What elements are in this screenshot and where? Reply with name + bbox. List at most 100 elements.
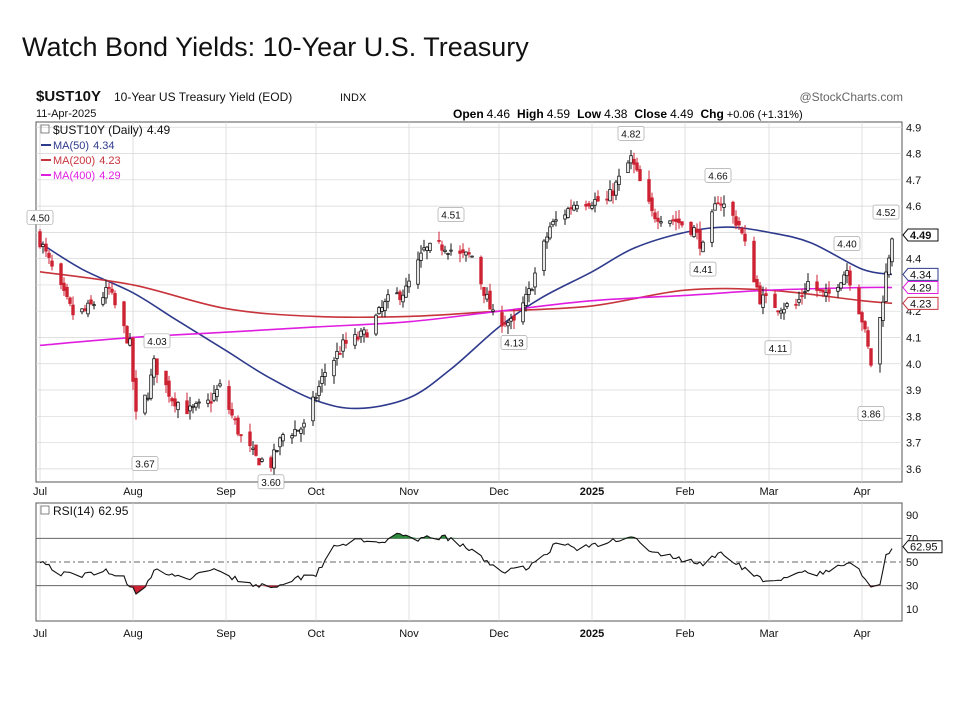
price-label-box bbox=[500, 335, 528, 350]
price-tag-box bbox=[902, 296, 939, 310]
candle-body bbox=[269, 457, 273, 468]
watermark: @StockCharts.com bbox=[799, 90, 903, 104]
candle-body bbox=[353, 334, 357, 346]
candle-body bbox=[143, 394, 147, 414]
candle-body bbox=[83, 308, 87, 311]
candle-body bbox=[506, 322, 510, 327]
candle-body bbox=[227, 386, 231, 410]
price-y-tick: 4.8 bbox=[906, 149, 921, 161]
candle-body bbox=[635, 162, 639, 171]
rsi-x-tick: Sep bbox=[216, 628, 236, 640]
candle bbox=[563, 209, 567, 225]
candle-body bbox=[233, 418, 237, 421]
candle bbox=[62, 277, 66, 296]
candle bbox=[254, 444, 258, 457]
rsi-grid bbox=[36, 503, 902, 621]
candle bbox=[38, 229, 42, 249]
price-label-box bbox=[764, 340, 792, 356]
candle bbox=[782, 302, 786, 320]
candle bbox=[551, 218, 555, 228]
candle bbox=[836, 284, 840, 298]
candle bbox=[299, 426, 303, 442]
candle-body bbox=[59, 263, 63, 286]
candle bbox=[335, 342, 339, 366]
candle bbox=[605, 190, 609, 205]
candle bbox=[437, 231, 441, 244]
candle-body bbox=[296, 429, 300, 432]
candle-body bbox=[311, 396, 315, 422]
candle-body bbox=[773, 293, 777, 308]
price-label: 4.03 bbox=[143, 333, 171, 349]
candle-body bbox=[653, 212, 657, 220]
candle bbox=[164, 370, 168, 394]
price-x-tick: Mar bbox=[760, 486, 779, 498]
candle-body bbox=[47, 252, 51, 258]
candle-body bbox=[656, 217, 660, 222]
price-panel bbox=[35, 121, 903, 483]
candle-body bbox=[152, 358, 156, 378]
candle bbox=[737, 217, 741, 231]
candle-body bbox=[692, 227, 696, 238]
candle-body bbox=[251, 447, 255, 450]
candle bbox=[59, 262, 63, 290]
candle-body bbox=[566, 208, 570, 218]
candle bbox=[290, 433, 294, 444]
candle-body bbox=[743, 233, 747, 242]
candle bbox=[779, 307, 783, 320]
candle bbox=[449, 243, 453, 256]
candle-body bbox=[848, 270, 852, 286]
candle bbox=[212, 385, 216, 403]
price-label: 4.40 bbox=[833, 236, 861, 251]
candle bbox=[86, 299, 90, 318]
rsi-x-tick: Dec bbox=[489, 628, 509, 640]
candle bbox=[491, 304, 495, 316]
candle bbox=[383, 298, 387, 318]
candle bbox=[827, 281, 831, 302]
candle-body bbox=[572, 204, 576, 211]
candle bbox=[68, 296, 72, 307]
candle bbox=[617, 168, 621, 191]
price-tag: 4.29 bbox=[902, 281, 939, 295]
candle bbox=[611, 183, 615, 204]
candle bbox=[575, 200, 579, 213]
candle-body bbox=[563, 214, 567, 220]
candles bbox=[38, 150, 894, 476]
candle bbox=[866, 326, 870, 350]
candle bbox=[344, 332, 348, 349]
candle bbox=[467, 247, 471, 258]
rsi-overbought-fill bbox=[397, 533, 400, 539]
rsi-overbought-fill bbox=[451, 537, 460, 539]
candle-body bbox=[650, 197, 654, 212]
candle bbox=[803, 283, 807, 299]
candle bbox=[386, 289, 390, 309]
slide-title: Watch Bond Yields: 10-Year U.S. Treasury bbox=[22, 32, 529, 62]
candle bbox=[740, 226, 744, 235]
rsi-legend: RSI(14) 62.95 bbox=[40, 504, 129, 518]
candle-body bbox=[323, 372, 327, 378]
candle-body bbox=[188, 405, 192, 412]
candle-body bbox=[167, 380, 171, 397]
candle-body bbox=[218, 383, 222, 387]
candle-body bbox=[131, 337, 135, 382]
candle bbox=[671, 215, 675, 226]
candle-body bbox=[254, 444, 258, 456]
candle-body bbox=[731, 201, 735, 216]
candle bbox=[47, 249, 51, 264]
candle bbox=[701, 240, 705, 253]
candle bbox=[89, 295, 93, 306]
rsi-legend-checkbox bbox=[40, 505, 50, 515]
candle bbox=[869, 348, 873, 368]
candle-body bbox=[377, 307, 381, 315]
candle bbox=[776, 310, 780, 316]
candle-body bbox=[335, 350, 339, 359]
candle-body bbox=[710, 211, 714, 243]
candle-body bbox=[446, 253, 450, 255]
candle-body bbox=[521, 302, 525, 323]
candle bbox=[764, 287, 768, 304]
candle-body bbox=[341, 339, 345, 352]
candle bbox=[815, 274, 819, 298]
candle bbox=[752, 236, 756, 283]
rsi-x-tick: Jul bbox=[33, 628, 47, 640]
candle-body bbox=[104, 287, 108, 299]
rsi-y-tick: 90 bbox=[906, 510, 918, 522]
